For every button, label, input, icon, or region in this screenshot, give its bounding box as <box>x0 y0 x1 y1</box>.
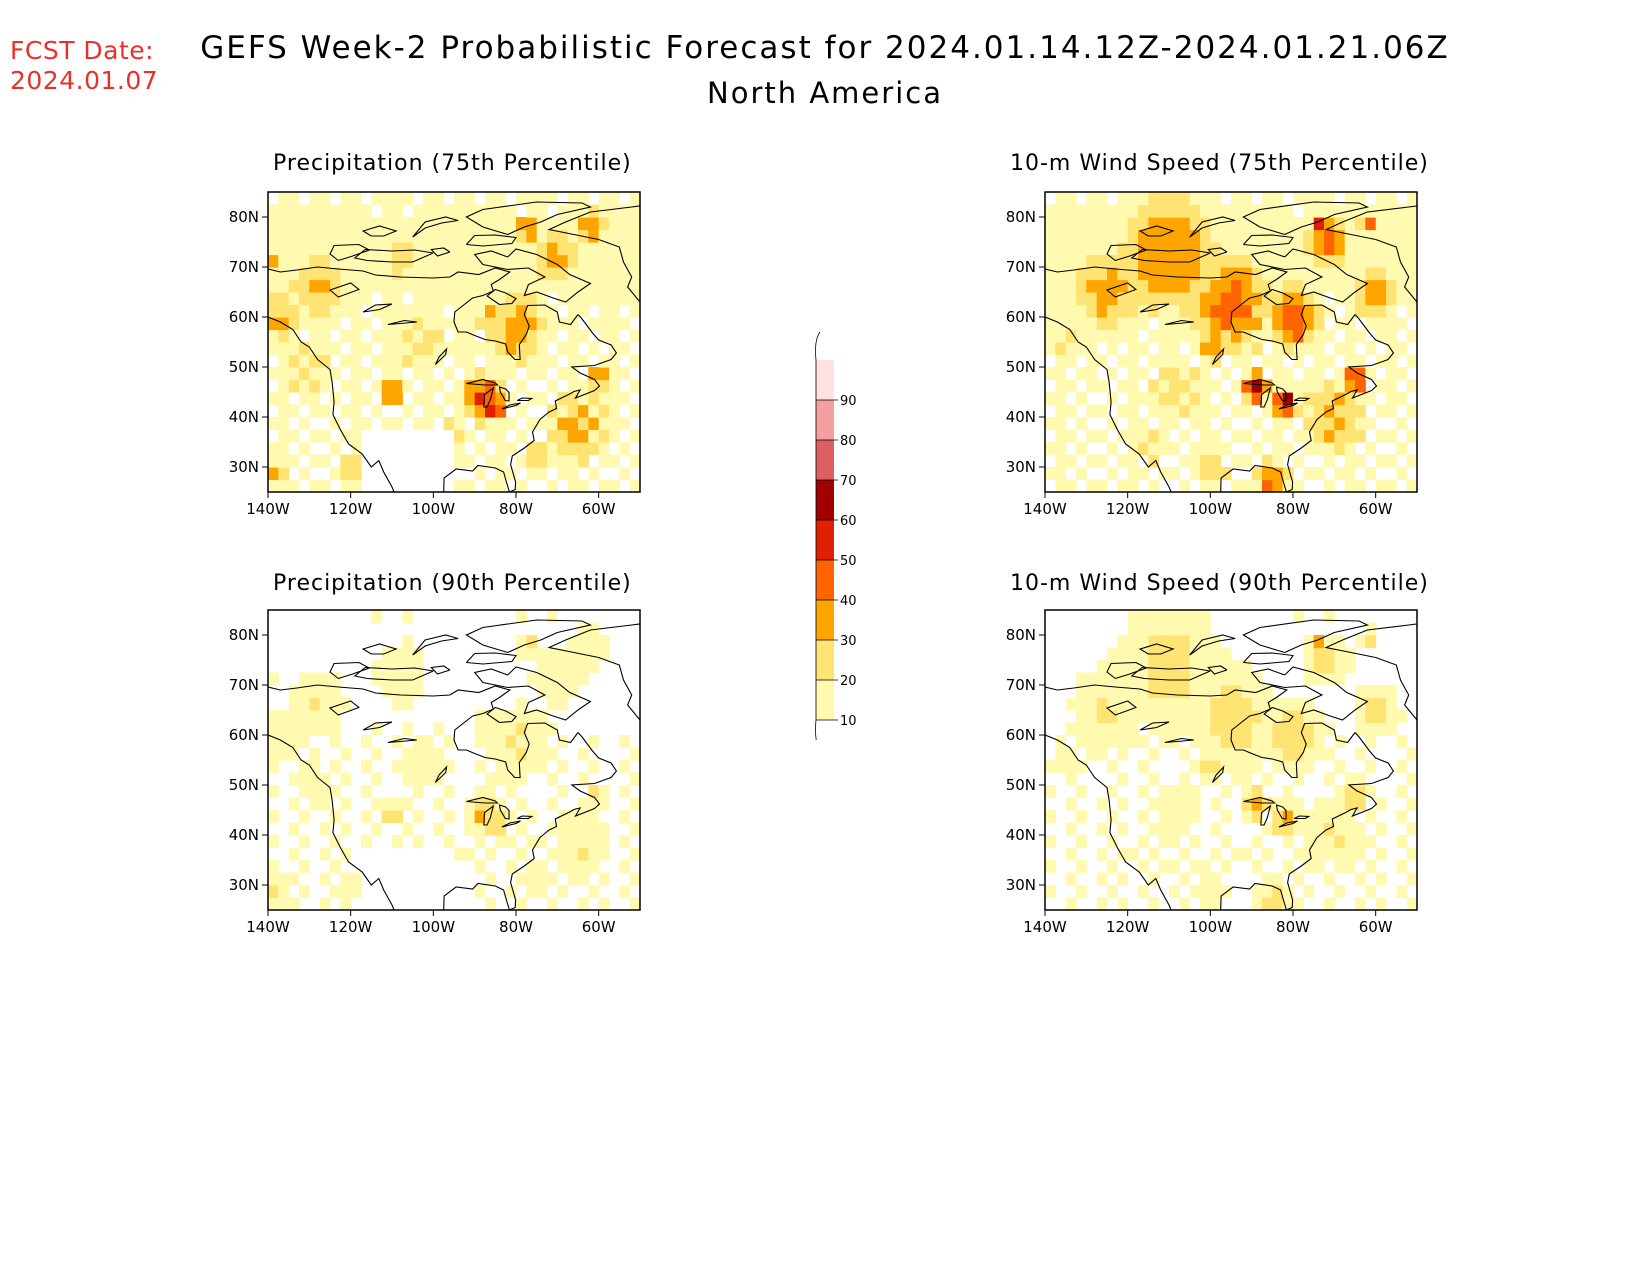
lat-tick-label: 30N <box>1006 458 1036 476</box>
lat-tick-label: 40N <box>1006 408 1036 426</box>
colorbar-label: 70 <box>840 474 857 489</box>
lat-tick-label: 80N <box>229 208 259 226</box>
figure-title: GEFS Week-2 Probabilistic Forecast for 2… <box>200 30 1450 66</box>
lon-tick-label: 140W <box>246 500 290 518</box>
lat-tick-label: 80N <box>1006 626 1036 644</box>
probability-colorbar: 10 20 30 40 50 60 70 80 90 <box>815 331 857 740</box>
forecast-date-label: FCST Date: <box>10 36 155 65</box>
coastlines <box>1045 201 1417 492</box>
map-frame <box>1044 609 1418 911</box>
wind-75-map: 140W 120W 100W 80W 60W 80N 70N 60N 50N 40N 30N <box>1006 191 1418 518</box>
lon-tick-label: 140W <box>246 918 290 936</box>
lon-tick-label: 120W <box>1106 500 1150 518</box>
colorbar-segment <box>816 640 834 680</box>
lat-tick-label: 60N <box>229 726 259 744</box>
colorbar-label: 40 <box>840 594 857 609</box>
colorbar-label: 50 <box>840 554 857 569</box>
lon-tick-label: 100W <box>1189 500 1233 518</box>
lon-tick-label: 80W <box>1276 918 1310 936</box>
lon-tick-label: 120W <box>1106 918 1150 936</box>
coastlines <box>1045 619 1417 910</box>
lon-tick-label: 120W <box>329 918 373 936</box>
panel-title-wind-90: 10-m Wind Speed (90th Percentile) <box>1010 571 1429 596</box>
lat-tick-label: 30N <box>1006 876 1036 894</box>
panel-title-wind-75: 10-m Wind Speed (75th Percentile) <box>1010 151 1429 176</box>
lon-tick-label: 80W <box>1276 500 1310 518</box>
lon-tick-label: 120W <box>329 500 373 518</box>
panel-title-precip-75: Precipitation (75th Percentile) <box>273 151 632 176</box>
lat-tick-label: 60N <box>229 308 259 326</box>
lon-tick-label: 80W <box>499 918 533 936</box>
colorbar-segment <box>816 480 834 520</box>
lon-tick-label: 60W <box>1359 500 1393 518</box>
lon-tick-label: 60W <box>582 500 616 518</box>
lat-tick-label: 70N <box>1006 676 1036 694</box>
lat-tick-label: 60N <box>1006 308 1036 326</box>
lat-tick-label: 50N <box>1006 776 1036 794</box>
map-frame <box>267 191 641 493</box>
colorbar-segment <box>816 600 834 640</box>
lat-tick-label: 80N <box>229 626 259 644</box>
lon-tick-label: 100W <box>412 918 456 936</box>
panel-title-precip-90: Precipitation (90th Percentile) <box>273 571 632 596</box>
forecast-date-value: 2024.01.07 <box>10 66 159 95</box>
colorbar-segment <box>816 440 834 480</box>
lat-tick-label: 30N <box>229 458 259 476</box>
colorbar-segment <box>816 520 834 560</box>
forecast-date-block: FCST Date: 2024.01.07 <box>10 36 158 96</box>
probability-field <box>268 192 640 492</box>
colorbar-segment <box>816 360 834 400</box>
lat-tick-label: 40N <box>229 408 259 426</box>
colorbar-label: 20 <box>840 674 857 689</box>
precip-90-map: 140W 120W 100W 80W 60W 80N 70N 60N 50N 40N 30N <box>229 609 641 936</box>
colorbar-segment <box>816 560 834 600</box>
probability-field <box>1045 192 1417 492</box>
probability-field <box>268 610 640 910</box>
lon-tick-label: 80W <box>499 500 533 518</box>
colorbar-label: 30 <box>840 634 857 649</box>
lon-tick-label: 140W <box>1023 918 1067 936</box>
probability-field <box>1045 610 1417 910</box>
figure-subtitle: North America <box>707 76 943 110</box>
lat-tick-label: 80N <box>1006 208 1036 226</box>
wind-90-map: 140W 120W 100W 80W 60W 80N 70N 60N 50N 40N 30N <box>1006 609 1418 936</box>
lon-tick-label: 140W <box>1023 500 1067 518</box>
coastlines <box>268 201 640 492</box>
colorbar-segment <box>816 400 834 440</box>
lat-tick-label: 40N <box>229 826 259 844</box>
colorbar-segment <box>816 680 834 720</box>
lon-tick-label: 60W <box>582 918 616 936</box>
colorbar-label: 60 <box>840 514 857 529</box>
coastlines <box>268 619 640 910</box>
colorbar-label: 90 <box>840 394 857 409</box>
lat-tick-label: 50N <box>229 358 259 376</box>
lon-tick-label: 100W <box>412 500 456 518</box>
lat-tick-label: 50N <box>229 776 259 794</box>
precip-75-map: 140W 120W 100W 80W 60W 80N 70N 60N 50N 40N 30N <box>229 191 641 518</box>
lat-tick-label: 70N <box>1006 258 1036 276</box>
lat-tick-label: 40N <box>1006 826 1036 844</box>
lat-tick-label: 70N <box>229 258 259 276</box>
map-frame <box>267 609 641 911</box>
lat-tick-label: 60N <box>1006 726 1036 744</box>
map-frame <box>1044 191 1418 493</box>
lat-tick-label: 30N <box>229 876 259 894</box>
colorbar-label: 80 <box>840 434 857 449</box>
lat-tick-label: 50N <box>1006 358 1036 376</box>
lon-tick-label: 60W <box>1359 918 1393 936</box>
lat-tick-label: 70N <box>229 676 259 694</box>
colorbar-label: 10 <box>840 714 857 729</box>
lon-tick-label: 100W <box>1189 918 1233 936</box>
